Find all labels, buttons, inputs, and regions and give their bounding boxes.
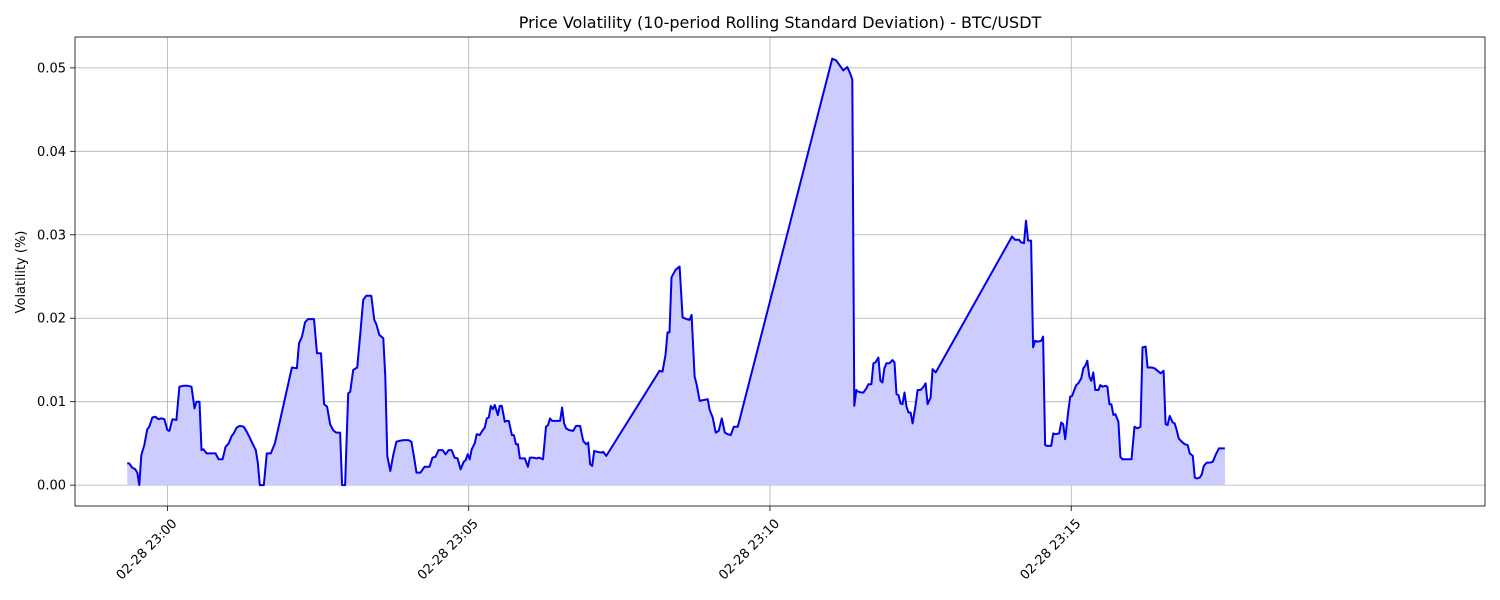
y-axis-label: Volatility (%) (14, 231, 29, 314)
volatility-series-line (127, 57, 1225, 487)
y-tick-label: 0.03 (37, 228, 66, 243)
y-tick-label: 0.05 (37, 61, 66, 76)
y-tick-label: 0.01 (37, 395, 66, 410)
y-tick-label: 0.02 (37, 312, 66, 327)
y-tick-label: 0.00 (37, 479, 66, 494)
plot-frame (74, 36, 1486, 507)
chart-title: Price Volatility (10-period Rolling Stan… (519, 13, 1042, 32)
volatility-area-fill (127, 58, 1225, 486)
y-axis-ticks: 0.00 0.01 0.02 0.03 0.04 0.05 (37, 61, 75, 494)
y-tick-label: 0.04 (37, 145, 66, 160)
